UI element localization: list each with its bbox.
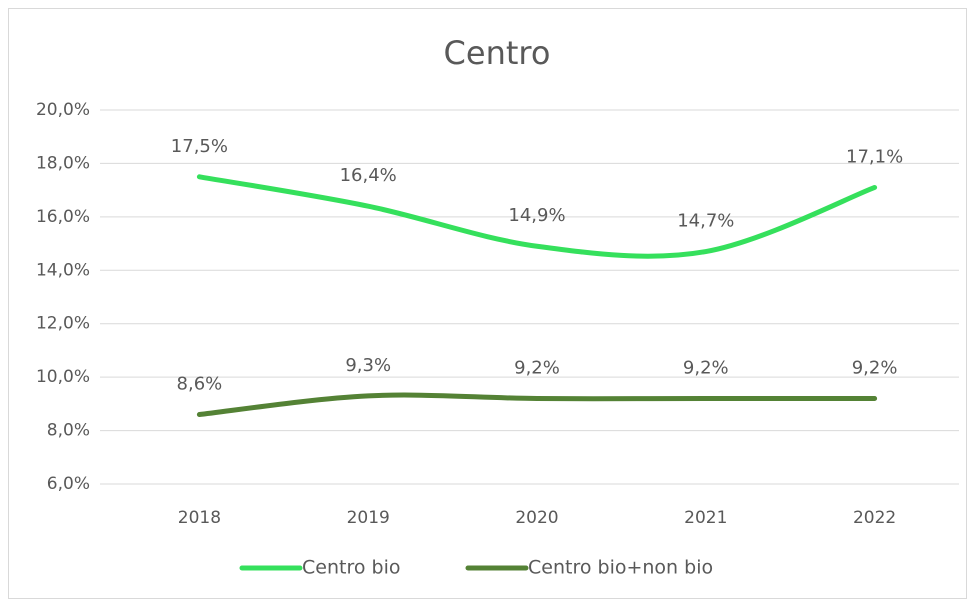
y-tick-label: 10,0% — [36, 367, 90, 387]
data-label: 9,2% — [514, 358, 560, 379]
y-tick-label: 12,0% — [36, 314, 90, 334]
data-label: 8,6% — [177, 374, 223, 395]
line — [196, 392, 878, 418]
chart-title: Centro — [444, 34, 551, 72]
data-label: 9,2% — [683, 358, 729, 379]
y-tick-label: 20,0% — [36, 100, 90, 120]
chart-border — [8, 8, 967, 599]
y-tick-label: 18,0% — [36, 153, 90, 173]
legend-label: Centro bio — [302, 557, 400, 579]
x-tick-label: 2018 — [178, 508, 221, 528]
x-tick-label: 2019 — [347, 508, 390, 528]
data-label: 9,3% — [345, 355, 391, 376]
data-label: 16,4% — [340, 165, 397, 186]
data-label: 17,1% — [846, 146, 903, 167]
y-tick-label: 16,0% — [36, 207, 90, 227]
x-tick-label: 2021 — [684, 508, 727, 528]
y-tick-label: 6,0% — [47, 474, 90, 494]
y-tick-label: 8,0% — [47, 421, 90, 441]
x-tick-label: 2020 — [515, 508, 558, 528]
data-label: 14,7% — [677, 211, 734, 232]
y-tick-label: 14,0% — [36, 260, 90, 280]
x-tick-label: 2022 — [853, 508, 896, 528]
legend-label: Centro bio+non bio — [528, 557, 713, 579]
data-label: 9,2% — [852, 358, 898, 379]
line — [196, 174, 878, 259]
data-label: 14,9% — [508, 205, 565, 226]
data-label: 17,5% — [171, 136, 228, 157]
